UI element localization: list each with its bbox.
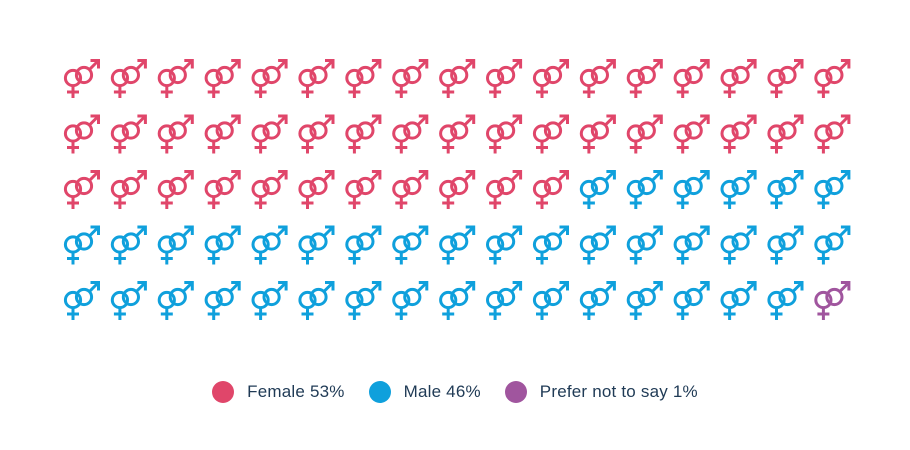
gender-icon-female — [251, 114, 288, 155]
gender-icon-male — [579, 225, 616, 266]
gender-icon-female — [486, 170, 523, 211]
gender-icon-male — [392, 225, 429, 266]
gender-icon-male — [251, 225, 288, 266]
gender-icon-female — [298, 59, 335, 100]
gender-icon-female — [439, 170, 476, 211]
gender-icon-female — [345, 170, 382, 211]
gender-icon-male — [63, 225, 100, 266]
gender-icon-male — [673, 281, 710, 322]
gender-icon-male — [157, 281, 194, 322]
gender-icon-female — [767, 114, 804, 155]
gender-icon-male — [673, 170, 710, 211]
gender-icon-male — [439, 225, 476, 266]
gender-icon-male — [63, 281, 100, 322]
gender-icon-male — [673, 225, 710, 266]
gender-icon-female — [720, 59, 757, 100]
legend-item-male: Male 46% — [368, 381, 481, 403]
gender-icon-male — [345, 281, 382, 322]
gender-icon-male — [157, 225, 194, 266]
gender-icon-male — [392, 281, 429, 322]
legend: Female 53% Male 46% Prefer not to say 1% — [0, 374, 910, 410]
gender-icon-female — [532, 170, 569, 211]
gender-icon-male — [532, 225, 569, 266]
gender-icon-male — [767, 281, 804, 322]
gender-icon-female — [392, 59, 429, 100]
gender-icon-female — [157, 114, 194, 155]
gender-icon-male — [532, 281, 569, 322]
gender-icon-male — [110, 225, 147, 266]
gender-icon-female — [63, 170, 100, 211]
gender-icon-male — [345, 225, 382, 266]
gender-icon-female — [532, 59, 569, 100]
legend-label-prefer-not-to-say: Prefer not to say 1% — [539, 382, 698, 401]
gender-icon-female — [298, 170, 335, 211]
gender-icon-female — [157, 170, 194, 211]
gender-icon-female — [298, 114, 335, 155]
gender-icon-male — [579, 281, 616, 322]
gender-icon-male — [486, 281, 523, 322]
gender-icon-female — [157, 59, 194, 100]
gender-icon-female — [720, 114, 757, 155]
gender-icon-male — [720, 170, 757, 211]
gender-icon-female — [814, 59, 851, 100]
gender-icon-female — [486, 114, 523, 155]
gender-icon-female — [626, 114, 663, 155]
gender-icon-female — [814, 114, 851, 155]
gender-icon-male — [439, 281, 476, 322]
gender-icon-female — [204, 114, 241, 155]
gender-icon-female — [345, 59, 382, 100]
gender-icon-female — [579, 59, 616, 100]
gender-icon-male — [626, 225, 663, 266]
legend-swatch-female — [212, 381, 235, 403]
legend-label-female: Female 53% — [247, 382, 345, 401]
gender-icon-male — [767, 225, 804, 266]
gender-icon-female — [673, 114, 710, 155]
gender-icon-male — [204, 281, 241, 322]
gender-icon-female — [486, 59, 523, 100]
legend-item-female: Female 53% — [212, 381, 344, 403]
gender-icon-female — [767, 59, 804, 100]
gender-icon-female — [392, 114, 429, 155]
gender-icon-female — [63, 59, 100, 100]
legend-item-prefer-not-to-say: Prefer not to say 1% — [504, 381, 698, 403]
gender-icon-female — [204, 170, 241, 211]
gender-icon-female — [110, 59, 147, 100]
gender-icon-prefer-not-to-say — [814, 281, 851, 322]
gender-icon-female — [439, 59, 476, 100]
gender-icon-male — [298, 225, 335, 266]
gender-icon-male — [814, 170, 851, 211]
gender-icon-female — [110, 170, 147, 211]
gender-icon-female — [110, 114, 147, 155]
gender-icon-female — [673, 59, 710, 100]
legend-swatch-prefer-not-to-say — [504, 381, 527, 403]
gender-icon-male — [110, 281, 147, 322]
gender-icon-female — [579, 114, 616, 155]
gender-icon-female — [63, 114, 100, 155]
gender-icon-male — [486, 225, 523, 266]
gender-icon-male — [720, 281, 757, 322]
legend-label-male: Male 46% — [403, 382, 481, 401]
gender-icon-male — [251, 281, 288, 322]
legend-swatch-male — [368, 381, 391, 403]
gender-icon-male — [298, 281, 335, 322]
gender-icon-female — [532, 114, 569, 155]
gender-icon-male — [720, 225, 757, 266]
gender-icon-female — [345, 114, 382, 155]
gender-icon-male — [814, 225, 851, 266]
gender-icon-female — [251, 59, 288, 100]
gender-icon-female — [251, 170, 288, 211]
icon-grid — [63, 59, 851, 322]
gender-icon-female — [439, 114, 476, 155]
gender-icon-male — [204, 225, 241, 266]
gender-icon-female — [392, 170, 429, 211]
gender-icon-male — [626, 281, 663, 322]
gender-icon-female — [204, 59, 241, 100]
gender-icon-female — [626, 59, 663, 100]
gender-icon-male — [767, 170, 804, 211]
gender-icon-male — [579, 170, 616, 211]
pictogram-chart — [63, 59, 851, 322]
gender-icon-male — [626, 170, 663, 211]
